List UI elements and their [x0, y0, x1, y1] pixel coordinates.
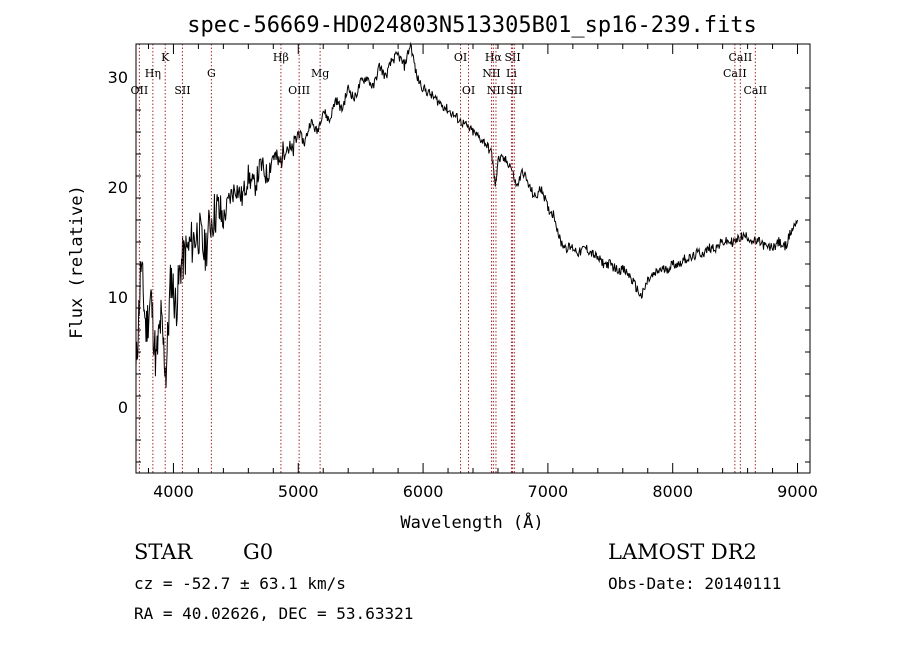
axes: 4000 5000 6000 7000 8000 9000 0 10 20 30 [108, 43, 818, 501]
spectral-line-label: NII [487, 84, 505, 97]
y-tick-label: 30 [108, 68, 128, 87]
sky-coordinates: RA = 40.02626, DEC = 53.63321 [134, 604, 414, 623]
spectral-line-label: OI [462, 84, 475, 97]
x-tick-label: 8000 [652, 482, 693, 501]
chart-title: spec-56669-HD024803N513305B01_sp16-239.f… [187, 13, 757, 38]
spectral-line-label: SII [506, 84, 522, 97]
spectral-line-label: Hα [485, 51, 503, 64]
spectrum-series-line [135, 41, 798, 388]
y-axis-label: Flux (relative) [67, 185, 87, 339]
observation-date: Obs-Date: 20140111 [608, 574, 782, 593]
x-tick-label: 7000 [528, 482, 569, 501]
y-tick-label: 0 [118, 398, 128, 417]
spectral-line-markers: OIIHηKSIIGHβOIIIMgOIOIHαNIINIISIILiSIICa… [131, 44, 767, 473]
spectral-line-label: OI [454, 51, 467, 64]
object-class: STAR [134, 540, 193, 564]
y-tick-label: 20 [108, 178, 128, 197]
spectral-line-label: Hβ [273, 51, 289, 64]
survey-label: LAMOST DR2 [608, 540, 757, 564]
spectral-line-label: CaII [729, 51, 753, 64]
spectral-line-label: CaII [723, 67, 747, 80]
spectral-line-label: Li [506, 67, 517, 80]
spectral-line-label: Hη [145, 67, 161, 80]
plot-frame [135, 43, 811, 474]
plot-area [135, 41, 798, 388]
spectral-line-label: NII [482, 67, 500, 80]
y-tick-label: 10 [108, 288, 128, 307]
spectral-line-label: Mg [311, 67, 329, 80]
spectral-line-label: SII [174, 84, 190, 97]
object-subclass: G0 [243, 540, 274, 564]
x-tick-label: 5000 [278, 482, 319, 501]
spectral-line-label: SII [504, 51, 520, 64]
x-tick-label: 4000 [153, 482, 194, 501]
spectral-line-label: OII [131, 84, 149, 97]
spectral-line-label: OIII [288, 84, 310, 97]
x-tick-label: 9000 [777, 482, 818, 501]
x-tick-label: 6000 [403, 482, 444, 501]
spectral-line-label: CaII [743, 84, 767, 97]
redshift-velocity: cz = -52.7 ± 63.1 km/s [134, 574, 346, 593]
spectral-line-label: K [161, 51, 170, 64]
x-axis-label: Wavelength (Å) [400, 511, 543, 533]
spectral-line-label: G [207, 67, 216, 80]
